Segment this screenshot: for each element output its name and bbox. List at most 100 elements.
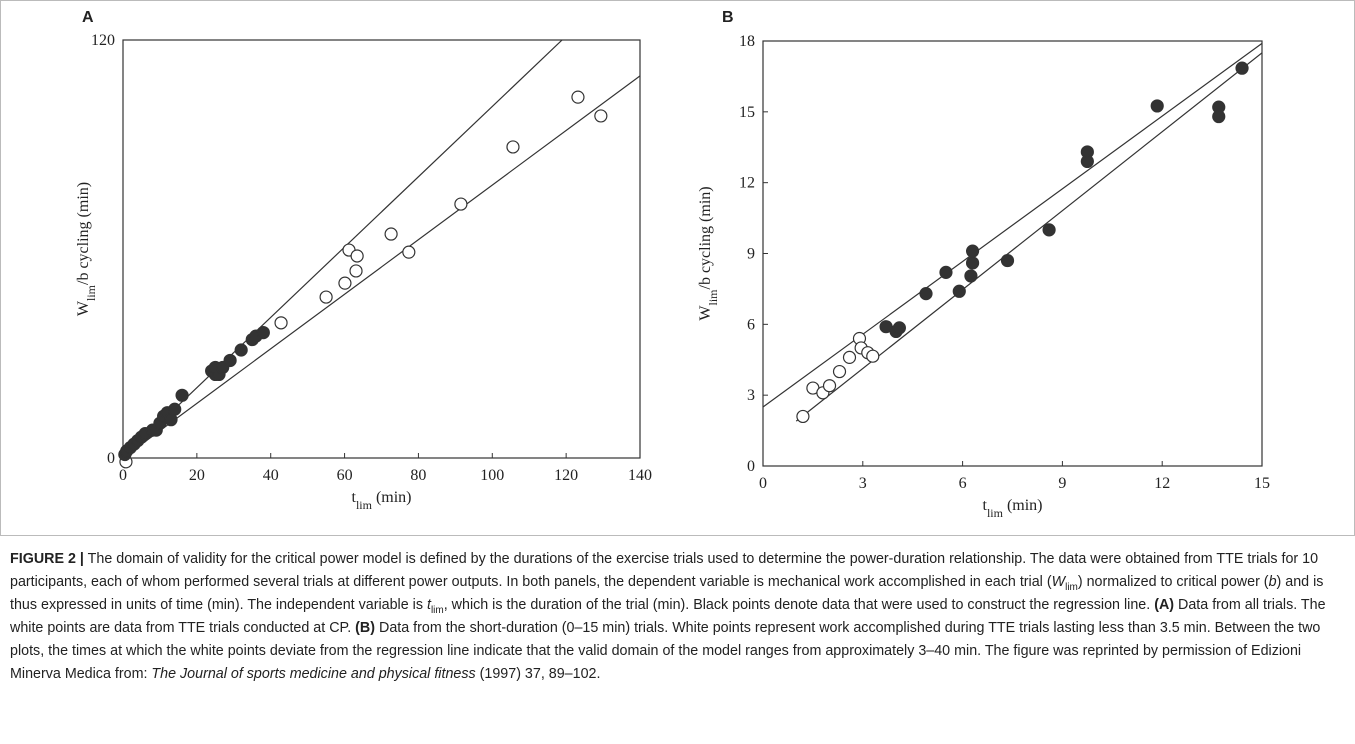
data-point (454, 197, 468, 211)
data-point (1235, 61, 1249, 75)
data-point (256, 326, 270, 340)
data-point (832, 364, 847, 379)
caption-text: , which is the duration of the trial (mi… (443, 597, 1155, 613)
y-axis-label-part: lim (706, 289, 720, 306)
data-point (939, 265, 953, 279)
y-tick-label: 0 (107, 450, 115, 467)
caption: FIGURE 2 | The domain of validity for th… (10, 548, 1345, 686)
caption-text: (A) (1154, 597, 1175, 613)
panel-label: A (82, 9, 94, 26)
x-axis-label-part: (min) (372, 489, 412, 506)
data-point (892, 321, 906, 335)
data-point (168, 402, 182, 416)
panel-label: B (722, 9, 734, 26)
x-tick-label: 15 (1254, 475, 1270, 492)
y-axis-label: Wlim/b cycling (min) (697, 186, 720, 320)
caption-text: FIGURE 2 | (10, 551, 84, 567)
x-axis-label-part: lim (987, 506, 1004, 520)
caption-text: ) and is thus expressed in units of time… (10, 574, 1324, 613)
data-point (350, 249, 364, 263)
data-point (964, 269, 978, 283)
y-axis-label-part: /b cycling (min) (75, 182, 92, 285)
y-axis-label-part: lim (84, 284, 98, 301)
x-tick-label: 9 (1058, 475, 1066, 492)
x-tick-label: 0 (119, 467, 127, 484)
x-tick-label: 80 (410, 467, 426, 484)
y-axis-label-part: /b cycling (min) (697, 186, 714, 289)
data-point (919, 287, 933, 301)
regression-line (763, 42, 1262, 408)
data-point (506, 140, 520, 154)
x-axis-label-part: (min) (1003, 497, 1043, 514)
x-axis-label-part: lim (356, 498, 373, 512)
y-tick-label: 9 (747, 246, 755, 263)
figure-frame (0, 0, 1355, 536)
y-axis-label-part: W (697, 305, 714, 321)
x-tick-label: 6 (959, 475, 967, 492)
caption-text: The Journal of sports medicine and physi… (151, 666, 476, 682)
data-point (571, 90, 585, 104)
x-tick-label: 40 (263, 467, 279, 484)
y-tick-label: 3 (747, 387, 755, 404)
data-point (866, 349, 880, 363)
caption-text: W (1051, 574, 1066, 590)
data-point (842, 350, 857, 364)
caption-text: ) normalized to critical power ( (1077, 574, 1269, 590)
data-point (965, 244, 980, 258)
caption-text: (B) (355, 620, 376, 636)
x-axis-label: tlim (min) (982, 497, 1042, 520)
data-point (349, 264, 363, 278)
regression-line (123, 75, 640, 459)
x-tick-label: 20 (189, 467, 205, 484)
y-tick-label: 0 (747, 458, 755, 475)
y-tick-label: 120 (91, 32, 115, 49)
data-point (594, 109, 608, 123)
caption-text: t (426, 597, 431, 613)
plot-frame (762, 40, 1263, 467)
data-point (402, 245, 416, 259)
x-tick-label: 12 (1154, 475, 1170, 492)
plot-frame (122, 39, 641, 459)
x-tick-label: 60 (337, 467, 353, 484)
data-point (274, 316, 288, 330)
data-point (1000, 253, 1015, 268)
x-tick-label: 0 (759, 475, 767, 492)
x-tick-label: 120 (554, 467, 578, 484)
y-tick-label: 6 (747, 316, 755, 333)
x-axis-label: tlim (min) (351, 489, 411, 512)
caption-text: Data from the short-duration (0–15 min) … (10, 620, 1321, 682)
y-tick-label: 12 (739, 175, 755, 192)
data-point (1150, 99, 1164, 113)
data-point (175, 388, 189, 402)
data-point (1042, 223, 1056, 237)
data-point (223, 353, 237, 368)
caption-text: (1997) 37, 89–102. (475, 666, 601, 682)
x-tick-label: 100 (480, 467, 504, 484)
y-axis-label-part: W (75, 300, 92, 316)
data-point (796, 409, 810, 424)
caption-text: The domain of validity for the critical … (10, 551, 1319, 590)
data-point (1212, 109, 1226, 124)
caption-text: Data from all trials. The white points a… (10, 597, 1326, 636)
data-point (234, 343, 248, 357)
regression-line (795, 52, 1262, 422)
data-point (338, 276, 352, 290)
x-axis-label-part: t (982, 497, 987, 514)
caption-text: lim (1065, 581, 1078, 593)
x-tick-label: 3 (859, 475, 867, 492)
data-point (965, 256, 980, 270)
y-axis-label: Wlim/b cycling (min) (75, 182, 98, 316)
y-tick-label: 18 (739, 33, 755, 50)
x-tick-label: 140 (628, 467, 652, 484)
y-tick-label: 15 (739, 104, 755, 121)
x-axis-label-part: t (351, 489, 356, 506)
data-point (319, 290, 333, 304)
data-point (384, 227, 398, 241)
data-point (952, 284, 966, 298)
data-point (1080, 154, 1094, 169)
caption-text: lim (430, 604, 444, 616)
caption-text: b (1268, 574, 1277, 590)
data-point (822, 379, 837, 393)
